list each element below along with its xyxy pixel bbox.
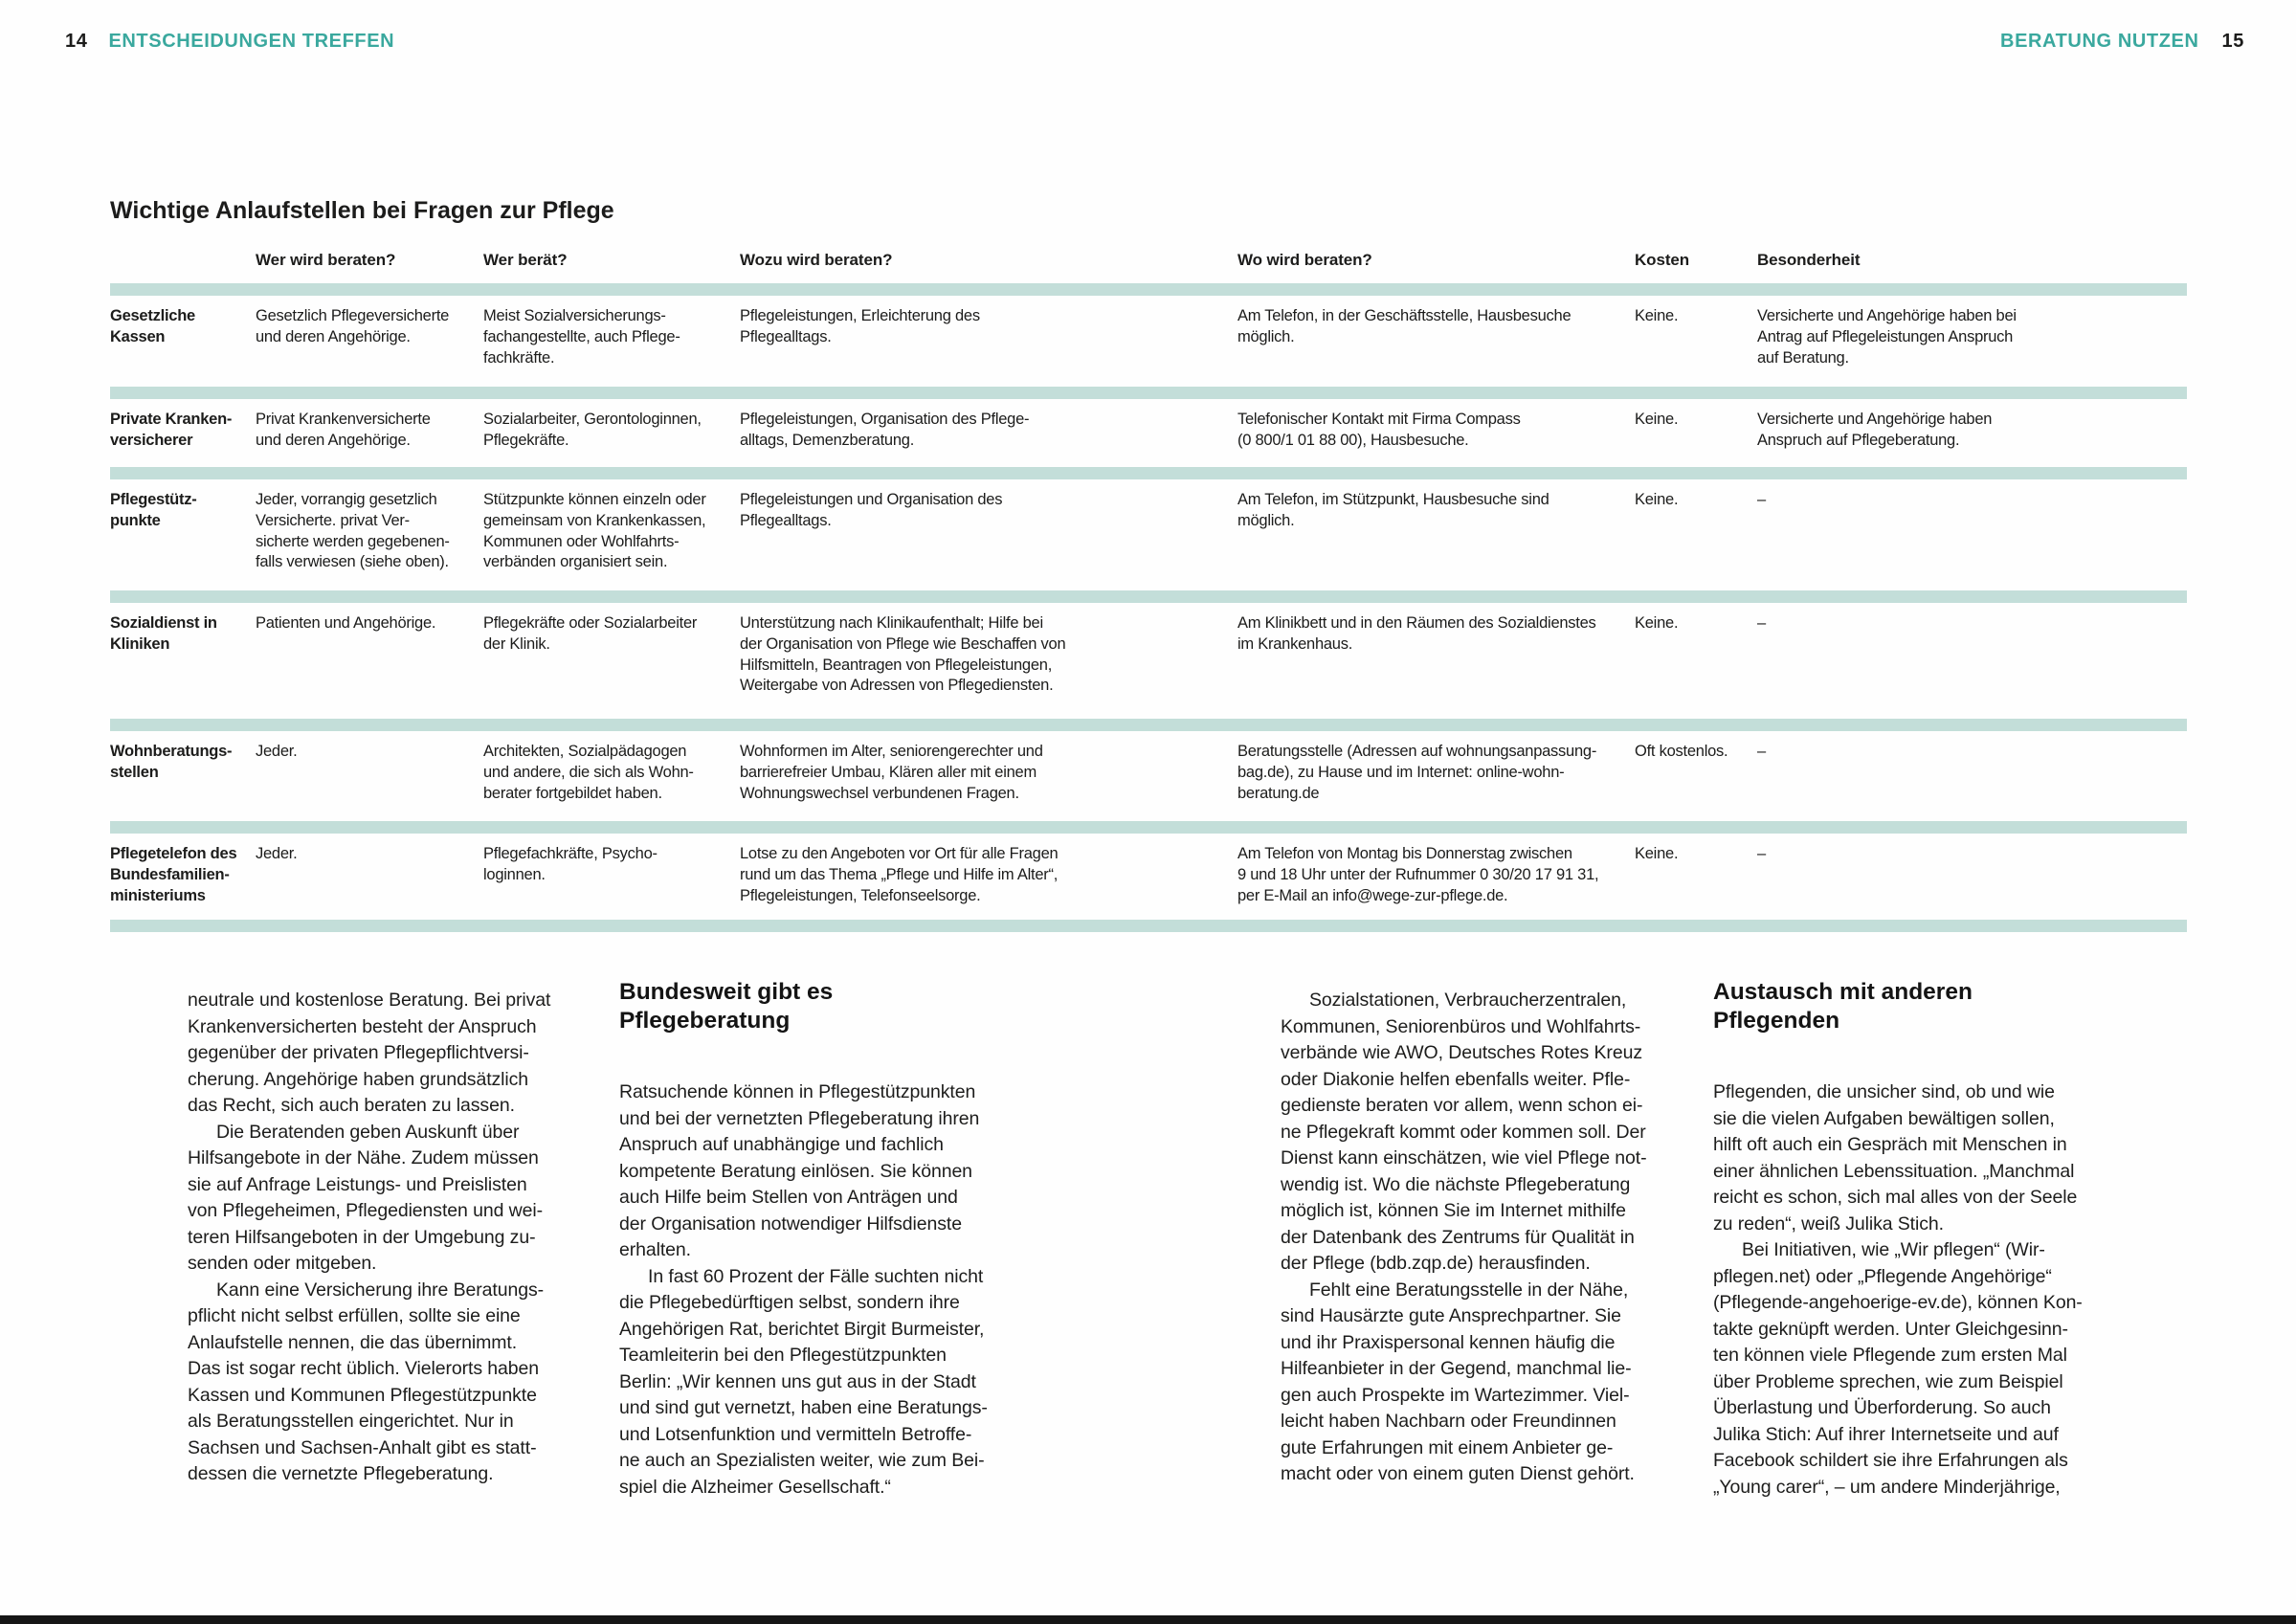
row-label: Pflegetelefon des Bundesfamilien- minist… — [110, 845, 237, 904]
article-heading-pflegeberatung: Bundesweit gibt es Pflegeberatung — [619, 979, 834, 1034]
article-heading-austausch: Austausch mit anderen Pflegenden — [1713, 979, 1973, 1034]
page-number-right: 15 — [2221, 31, 2244, 52]
table-cell: Keine. — [1635, 614, 1679, 632]
row-divider — [110, 467, 2187, 479]
row-divider — [110, 821, 2187, 834]
table-cell: Oft kostenlos. — [1635, 743, 1728, 760]
table-row: Gesetzliche Kassen Gesetzlich Pflegevers… — [110, 296, 2187, 387]
table-title: Wichtige Anlaufstellen bei Fragen zur Pf… — [110, 197, 614, 224]
table-row: Private Kranken- versicherer Privat Kran… — [110, 399, 2187, 467]
paragraph: Die Beratenden geben Auskunft über Hilfs… — [188, 1121, 543, 1275]
row-label: Gesetzliche Kassen — [110, 307, 195, 345]
row-label: Private Kranken- versicherer — [110, 411, 233, 449]
table-cell: Am Telefon, im Stützpunkt, Hausbesuche s… — [1237, 491, 1549, 529]
table-cell: Gesetzlich Pflegeversicherte und deren A… — [256, 307, 450, 345]
table-row: Sozialdienst in Kliniken Patienten und A… — [110, 603, 2187, 719]
column-header-who-is-advised: Wer wird beraten? — [256, 251, 396, 269]
table-cell: Wohnformen im Alter, seniorengerechter u… — [740, 743, 1043, 802]
table-cell: Am Telefon von Montag bis Donnerstag zwi… — [1237, 845, 1599, 904]
table-header-row: Wer wird beraten? Wer berät? Wozu wird b… — [110, 251, 2187, 283]
table-cell: Architekten, Sozialpädagogen und andere,… — [483, 743, 694, 802]
table-cell: – — [1757, 491, 1766, 508]
table-cell: Unterstützung nach Klinikaufenthalt; Hil… — [740, 614, 1066, 695]
table-cell: Lotse zu den Angeboten vor Ort für alle … — [740, 845, 1059, 904]
paragraph: neutrale und kostenlose Beratung. Bei pr… — [188, 990, 551, 1116]
table-cell: Patienten und Angehörige. — [256, 614, 436, 632]
table-cell: Jeder. — [256, 743, 298, 760]
paragraph: In fast 60 Prozent der Fälle suchten nic… — [619, 1265, 988, 1498]
table-cell: Stützpunkte können einzeln oder gemeinsa… — [483, 491, 706, 571]
table-cell: Pflegekräfte oder Sozialarbeiter der Kli… — [483, 614, 698, 653]
table-cell: Am Telefon, in der Geschäftsstelle, Haus… — [1237, 307, 1572, 345]
table-cell: Telefonischer Kontakt mit Firma Compass … — [1237, 411, 1521, 449]
paragraph: Ratsuchende können in Pflegestützpunkten… — [619, 1081, 980, 1260]
running-head-left: 14 ENTSCHEIDUNGEN TREFFEN — [65, 31, 394, 53]
column-header-special: Besonderheit — [1757, 251, 1861, 269]
paragraph: Pflegenden, die unsicher sind, ob und wi… — [1713, 1081, 2078, 1235]
table-cell: Keine. — [1635, 491, 1679, 508]
article-column-3: Sozialstationen, Verbraucherzentralen, K… — [1281, 988, 1723, 1488]
table-cell: Pflegeleistungen, Erleichterung des Pfle… — [740, 307, 980, 345]
running-head-right: BERATUNG NUTZEN 15 — [2000, 31, 2244, 53]
table-cell: Meist Sozialversicherungs- fachangestell… — [483, 307, 680, 367]
article-column-1: neutrale und kostenlose Beratung. Bei pr… — [188, 988, 630, 1488]
table-cell: Pflegefachkräfte, Psycho- loginnen. — [483, 845, 658, 883]
table-cell: Jeder, vorrangig gesetzlich Versicherte.… — [256, 491, 450, 571]
table-cell: Keine. — [1635, 845, 1679, 862]
row-label: Pflegestütz- punkte — [110, 491, 197, 529]
row-divider — [110, 920, 2187, 932]
column-header-topic: Wozu wird beraten? — [740, 251, 893, 269]
row-divider — [110, 590, 2187, 603]
article-column-2: Bundesweit gibt es Pflegeberatung Ratsuc… — [619, 978, 1061, 1501]
table-row: Pflegestütz- punkte Jeder, vorrangig ges… — [110, 479, 2187, 590]
page-number-left: 14 — [65, 31, 88, 52]
table-cell: – — [1757, 614, 1766, 632]
paragraph: Bei Initiativen, wie „Wir pflegen“ (Wir-… — [1713, 1239, 2083, 1498]
column-header-costs: Kosten — [1635, 251, 1690, 269]
table-cell: Versicherte und Angehörige haben Anspruc… — [1757, 411, 1993, 449]
table-cell: Privat Krankenversicherte und deren Ange… — [256, 411, 431, 449]
table-cell: Am Klinikbett und in den Räumen des Sozi… — [1237, 614, 1596, 653]
column-header-who-advises: Wer berät? — [483, 251, 568, 269]
table-row: Wohnberatungs- stellen Jeder. Architekte… — [110, 731, 2187, 821]
row-divider — [110, 387, 2187, 399]
table-cell: Keine. — [1635, 411, 1679, 428]
paragraph: Kann eine Versicherung ihre Beratungs- p… — [188, 1279, 545, 1485]
row-label: Wohnberatungs- stellen — [110, 743, 233, 781]
table-cell: Pflegeleistungen, Organisation des Pfleg… — [740, 411, 1030, 449]
page-bottom-edge — [0, 1615, 2296, 1624]
row-divider — [110, 283, 2187, 296]
table-cell: Beratungsstelle (Adressen auf wohnungsan… — [1237, 743, 1597, 802]
table-row: Pflegetelefon des Bundesfamilien- minist… — [110, 834, 2187, 920]
table-cell: – — [1757, 845, 1766, 862]
table-cell: Pflegeleistungen und Organisation des Pf… — [740, 491, 1003, 529]
table-cell: – — [1757, 743, 1766, 760]
row-divider — [110, 719, 2187, 731]
table-cell: Versicherte und Angehörige haben bei Ant… — [1757, 307, 2017, 367]
table-cell: Keine. — [1635, 307, 1679, 324]
column-header-empty — [110, 251, 256, 283]
section-label-right: BERATUNG NUTZEN — [2000, 31, 2199, 52]
paragraph: Fehlt eine Beratungsstelle in der Nähe, … — [1281, 1279, 1635, 1485]
paragraph: Sozialstationen, Verbraucherzentralen, K… — [1281, 990, 1647, 1274]
table-cell: Sozialarbeiter, Gerontologinnen, Pflegek… — [483, 411, 702, 449]
row-label: Sozialdienst in Kliniken — [110, 614, 217, 653]
column-header-where: Wo wird beraten? — [1237, 251, 1372, 269]
table-cell: Jeder. — [256, 845, 298, 862]
section-label-left: ENTSCHEIDUNGEN TREFFEN — [108, 31, 395, 52]
article-column-4: Austausch mit anderen Pflegenden Pflegen… — [1713, 978, 2155, 1501]
care-contacts-table: Wer wird beraten? Wer berät? Wozu wird b… — [110, 251, 2187, 932]
